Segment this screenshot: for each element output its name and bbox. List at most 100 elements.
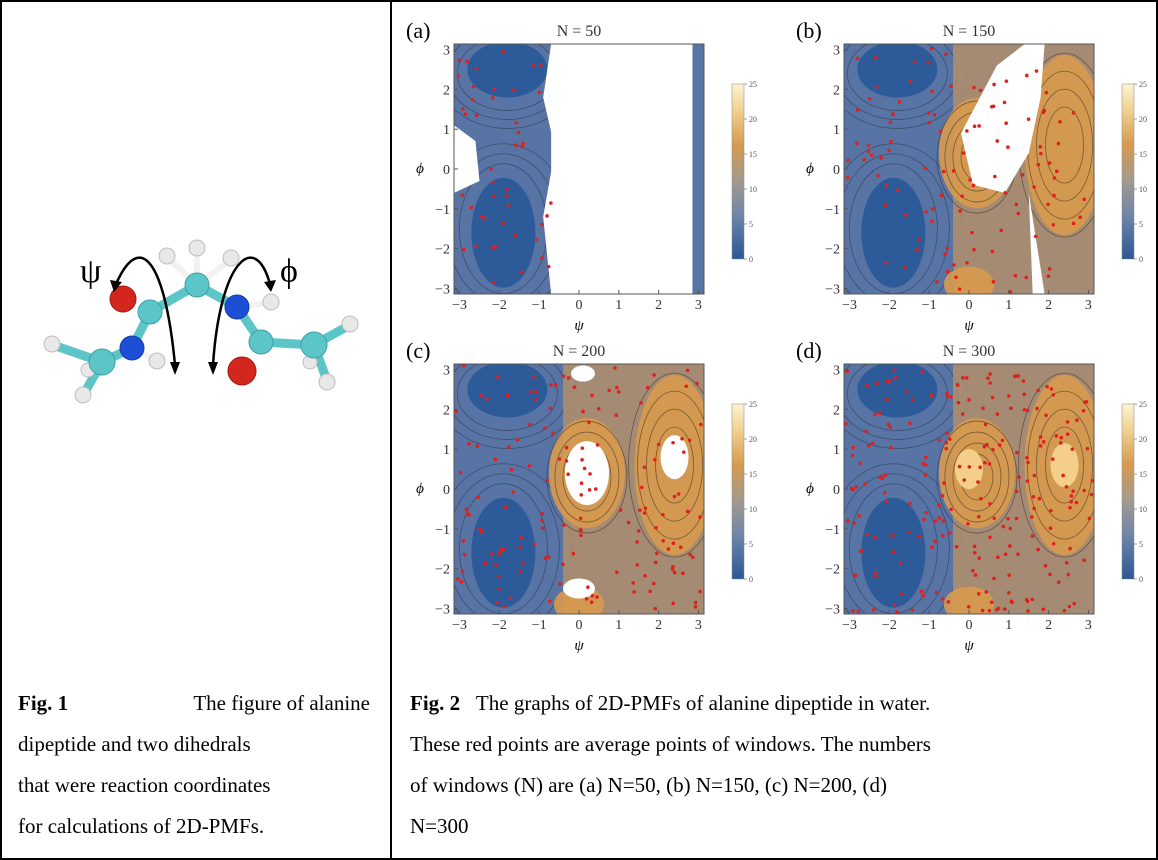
window-point	[1038, 444, 1043, 448]
window-point	[854, 485, 859, 489]
panel-title: N = 150	[943, 23, 996, 40]
x-tick-label: 2	[1045, 618, 1052, 633]
colorbar	[1121, 403, 1135, 580]
figure1-caption-line-3: that were reaction coordinates	[18, 773, 271, 797]
window-point	[976, 480, 980, 484]
window-point	[515, 438, 520, 442]
x-tick-label: 0	[576, 298, 583, 313]
x-tick-label: 3	[1085, 618, 1092, 633]
x-tick-label: 0	[966, 298, 973, 313]
window-point	[626, 520, 631, 525]
colorbar-tick-label: 15	[1139, 150, 1147, 159]
pmf-surface	[454, 364, 704, 614]
figure2-caption-line-1: The graphs of 2D-PMFs of alanine dipepti…	[475, 691, 931, 715]
window-point	[508, 596, 513, 601]
window-point	[984, 590, 989, 594]
window-point	[454, 409, 459, 414]
window-point	[865, 383, 869, 388]
panel-title: N = 300	[943, 343, 996, 360]
window-point	[917, 238, 921, 242]
window-point	[910, 398, 915, 402]
x-tick-label: −2	[882, 618, 897, 633]
window-point	[875, 381, 879, 386]
window-point	[866, 143, 871, 148]
window-point	[513, 233, 517, 238]
y-tick-label: 0	[443, 483, 450, 498]
window-point	[1036, 388, 1040, 393]
window-point	[947, 437, 952, 441]
window-point	[1083, 400, 1087, 405]
window-point	[884, 260, 889, 265]
window-point	[1007, 573, 1012, 578]
window-point	[853, 573, 858, 578]
window-point	[877, 411, 882, 416]
window-point	[540, 526, 545, 530]
window-point	[1052, 193, 1056, 198]
window-point	[1022, 407, 1027, 412]
window-point	[614, 413, 619, 418]
window-point	[1047, 267, 1052, 271]
window-point	[1041, 440, 1046, 444]
window-point	[1074, 500, 1079, 505]
y-tick-label: 1	[443, 443, 450, 458]
window-points	[844, 368, 1094, 614]
window-point	[930, 89, 934, 94]
y-axis-label: ϕ	[806, 481, 814, 497]
window-point	[516, 130, 521, 135]
window-point	[1043, 564, 1048, 568]
window-point	[872, 412, 877, 417]
window-point	[1046, 274, 1051, 279]
window-point	[580, 446, 585, 450]
window-point	[514, 120, 519, 125]
window-point	[845, 369, 849, 374]
y-tick-label: −1	[435, 203, 450, 218]
window-point	[1002, 607, 1007, 611]
window-point	[492, 194, 496, 199]
window-point	[671, 601, 675, 606]
window-point	[635, 563, 639, 567]
phi-symbol: ϕ	[280, 253, 298, 290]
window-point	[562, 523, 566, 527]
window-point	[557, 457, 562, 461]
window-point	[1016, 211, 1021, 216]
window-point	[976, 592, 981, 596]
window-point	[943, 252, 947, 256]
window-point	[643, 574, 647, 578]
window-point	[671, 440, 675, 445]
window-point	[890, 533, 894, 538]
window-point	[698, 515, 702, 519]
window-point	[469, 205, 474, 210]
window-point	[855, 56, 860, 61]
basin-beta	[467, 44, 548, 98]
psi-symbol: ψ	[80, 253, 101, 290]
figure1-caption-line-1: The figure of alanine	[193, 691, 370, 715]
window-point	[1004, 121, 1008, 125]
window-point	[924, 510, 929, 515]
window-point	[691, 555, 695, 560]
window-point	[670, 567, 675, 572]
window-point	[933, 519, 938, 523]
window-point	[519, 536, 524, 540]
window-point	[595, 595, 599, 599]
window-point	[631, 581, 635, 585]
window-point	[503, 505, 508, 509]
window-point	[870, 441, 875, 446]
window-point	[464, 507, 469, 511]
y-tick-label: 1	[833, 443, 840, 458]
window-point	[520, 561, 525, 565]
window-point	[949, 507, 953, 512]
basin-alpha	[861, 177, 926, 288]
colorbar-tick-label: 5	[749, 540, 753, 549]
window-point	[977, 514, 981, 519]
window-point	[929, 393, 934, 398]
window-point	[532, 374, 536, 379]
window-point	[908, 79, 913, 83]
window-point	[873, 56, 878, 60]
window-point	[858, 461, 863, 465]
window-point	[506, 445, 511, 449]
window-point	[960, 194, 964, 198]
window-point	[978, 88, 983, 93]
window-point	[941, 518, 945, 523]
window-point	[684, 384, 688, 389]
window-point	[1026, 609, 1030, 613]
